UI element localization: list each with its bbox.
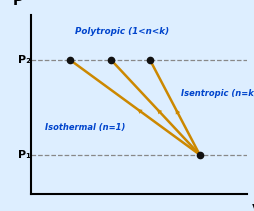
Text: P₂: P₂ bbox=[18, 55, 30, 65]
X-axis label: v: v bbox=[250, 201, 254, 211]
Y-axis label: P: P bbox=[12, 0, 23, 8]
Text: Polytropic (1<n<k): Polytropic (1<n<k) bbox=[74, 27, 168, 36]
Text: P₁: P₁ bbox=[18, 150, 30, 160]
Text: Isothermal (n=1): Isothermal (n=1) bbox=[44, 123, 124, 132]
Text: Isentropic (n=k): Isentropic (n=k) bbox=[180, 89, 254, 98]
